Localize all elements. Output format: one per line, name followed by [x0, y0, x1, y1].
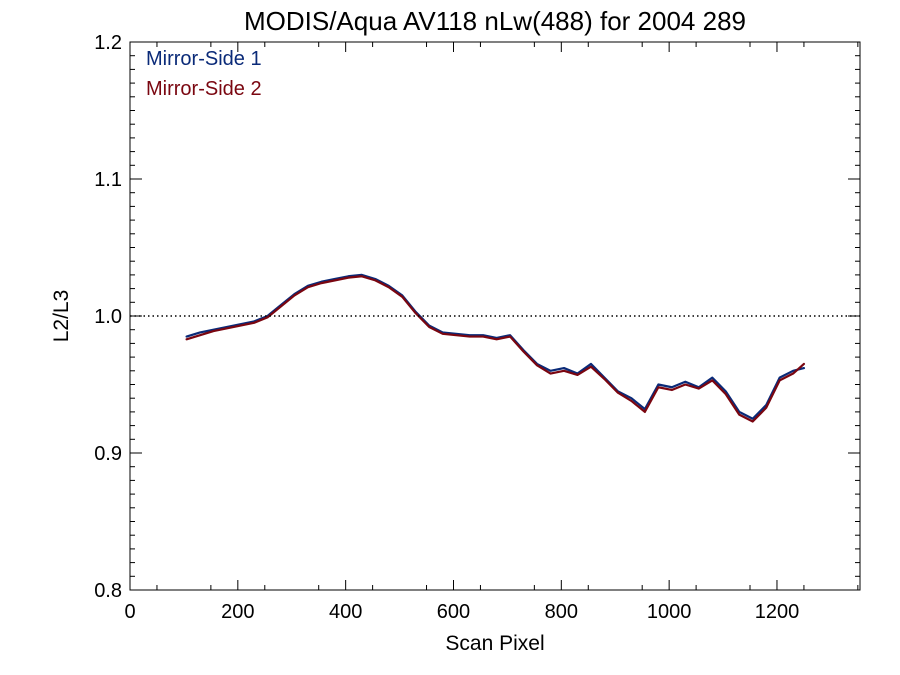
chart-title: MODIS/Aqua AV118 nLw(488) for 2004 289: [244, 6, 746, 36]
x-tick-label: 800: [545, 601, 578, 623]
x-tick-label: 200: [221, 601, 254, 623]
x-axis-label: Scan Pixel: [445, 632, 544, 655]
legend-entry-mirror-side-1: Mirror-Side 1: [146, 48, 262, 70]
y-tick-label: 1.0: [94, 306, 122, 328]
series-layer: [185, 273, 806, 423]
ticks-layer: 0 200 400 600 800 1000 1200 0.8 0.9 1.0 1.1 1.2: [94, 32, 860, 623]
x-tick-label: 600: [437, 601, 470, 623]
y-tick-label: 1.2: [94, 32, 122, 54]
x-tick-label: 1000: [647, 601, 692, 623]
legend-entry-mirror-side-2: Mirror-Side 2: [146, 78, 262, 100]
y-tick-label: 0.9: [94, 443, 122, 465]
legend: Mirror-Side 1 Mirror-Side 2: [146, 48, 262, 100]
x-tick-label: 0: [124, 601, 135, 623]
y-tick-label: 0.8: [94, 580, 122, 602]
x-tick-label: 1200: [755, 601, 800, 623]
y-tick-label: 1.1: [94, 169, 122, 191]
y-axis-label: L2/L3: [50, 290, 73, 343]
series-line-2: [185, 275, 806, 423]
x-tick-label: 400: [329, 601, 362, 623]
plot-frame: [129, 41, 861, 591]
